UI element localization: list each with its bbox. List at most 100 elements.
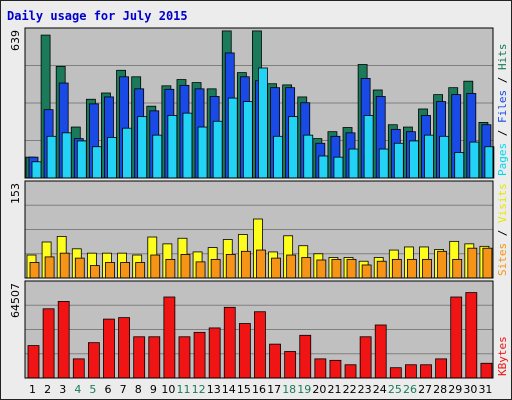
bar-kbytes-day-30: [465, 292, 478, 379]
legend-entry-1-2: Visits: [496, 183, 509, 223]
bar-sites-day-14: [225, 254, 236, 279]
day-label-27: 27: [418, 383, 432, 396]
day-label-20: 20: [312, 383, 326, 396]
legend-visits: Sites / Visits: [496, 183, 509, 276]
day-label-6: 6: [105, 383, 112, 396]
day-label-15: 15: [237, 383, 251, 396]
bar-pages-day-20: [318, 155, 329, 179]
bar-pages-day-15: [242, 101, 253, 179]
bar-sites-day-15: [240, 250, 251, 279]
bar-pages-day-2: [46, 135, 57, 179]
bar-sites-day-31: [482, 247, 493, 279]
day-label-19: 19: [297, 383, 311, 396]
bar-pages-day-9: [152, 134, 163, 179]
bar-sites-day-4: [74, 257, 85, 279]
day-label-7: 7: [120, 383, 127, 396]
bar-pages-day-27: [424, 134, 434, 179]
bar-pages-day-3: [61, 132, 72, 179]
panel-kbytes-border: [24, 280, 494, 379]
bar-kbytes-day-28: [435, 358, 448, 379]
bar-kbytes-day-31: [480, 362, 493, 379]
bar-sites-day-28: [437, 250, 448, 279]
bar-sites-day-6: [105, 262, 115, 279]
day-label-12: 12: [192, 383, 206, 396]
legend-entry-2-0: KBytes: [496, 336, 509, 376]
day-label-3: 3: [59, 383, 66, 396]
bar-sites-day-22: [346, 258, 357, 279]
bar-kbytes-day-15: [238, 323, 251, 379]
bar-kbytes-day-17: [269, 343, 281, 379]
bar-kbytes-day-2: [42, 308, 55, 379]
bar-kbytes-day-1: [27, 345, 40, 379]
day-label-29: 29: [448, 383, 462, 396]
bar-pages-day-12: [197, 126, 208, 179]
day-label-4: 4: [74, 383, 81, 396]
bar-sites-day-3: [59, 252, 70, 279]
ymax-label-hits: 639: [9, 30, 22, 51]
bar-sites-day-5: [89, 265, 100, 279]
bar-kbytes-day-13: [208, 327, 221, 379]
bar-kbytes-day-8: [133, 336, 146, 379]
day-label-21: 21: [327, 383, 341, 396]
panel-visits-border: [24, 180, 494, 279]
bar-kbytes-day-9: [148, 336, 161, 379]
bar-kbytes-day-23: [359, 336, 372, 379]
bar-sites-day-29: [452, 258, 463, 279]
bar-sites-day-11: [180, 254, 191, 279]
bar-kbytes-day-6: [103, 318, 115, 379]
legend-entry-0-4: Hits: [496, 44, 509, 71]
bar-pages-day-7: [122, 127, 132, 179]
day-label-2: 2: [44, 383, 51, 396]
bar-sites-day-27: [422, 258, 432, 279]
bar-pages-day-23: [363, 115, 374, 179]
panel-kbytes: [24, 280, 494, 379]
day-label-13: 13: [207, 383, 221, 396]
bar-sites-day-8: [135, 262, 146, 279]
bar-kbytes-day-11: [178, 336, 191, 379]
legend-entry-0-1: /: [496, 123, 509, 143]
bar-kbytes-day-4: [72, 358, 85, 379]
day-label-26: 26: [403, 383, 417, 396]
bar-pages-day-21: [333, 156, 344, 179]
bar-sites-day-23: [361, 264, 372, 279]
legend-entry-1-0: Sites: [496, 243, 509, 276]
day-label-30: 30: [463, 383, 477, 396]
day-label-31: 31: [478, 383, 492, 396]
day-label-8: 8: [135, 383, 142, 396]
bar-pages-day-25: [393, 142, 404, 179]
day-label-10: 10: [161, 383, 175, 396]
bar-kbytes-day-3: [57, 301, 70, 379]
bar-kbytes-day-5: [87, 342, 100, 379]
bar-sites-day-16: [256, 249, 266, 279]
bar-sites-day-10: [165, 258, 176, 279]
bar-kbytes-day-19: [299, 334, 312, 379]
day-label-17: 17: [267, 383, 281, 396]
bar-sites-day-13: [210, 258, 221, 279]
bar-kbytes-day-14: [223, 306, 236, 379]
bar-pages-day-29: [454, 152, 465, 179]
day-label-18: 18: [282, 383, 296, 396]
bar-sites-day-26: [407, 258, 417, 279]
bar-kbytes-day-26: [405, 364, 417, 379]
bar-sites-day-1: [29, 262, 40, 279]
bar-pages-day-4: [76, 140, 87, 179]
day-label-5: 5: [89, 383, 96, 396]
day-label-9: 9: [150, 383, 157, 396]
bar-pages-day-28: [439, 135, 450, 179]
day-label-1: 1: [29, 383, 36, 396]
bar-kbytes-day-24: [374, 324, 387, 379]
bar-pages-day-26: [409, 140, 419, 179]
bar-sites-day-20: [316, 259, 327, 279]
bar-kbytes-day-16: [254, 311, 266, 379]
bar-pages-day-13: [212, 120, 223, 179]
legend-entry-0-3: /: [496, 70, 509, 90]
day-label-14: 14: [222, 383, 236, 396]
bar-pages-day-6: [107, 137, 117, 179]
day-label-11: 11: [177, 383, 191, 396]
chart-title: Daily usage for July 2015: [7, 9, 188, 23]
bar-sites-day-2: [44, 256, 55, 279]
bar-sites-day-25: [391, 258, 402, 279]
bar-sites-day-7: [120, 262, 130, 279]
bar-pages-day-10: [167, 115, 178, 179]
bar-sites-day-18: [286, 254, 297, 279]
